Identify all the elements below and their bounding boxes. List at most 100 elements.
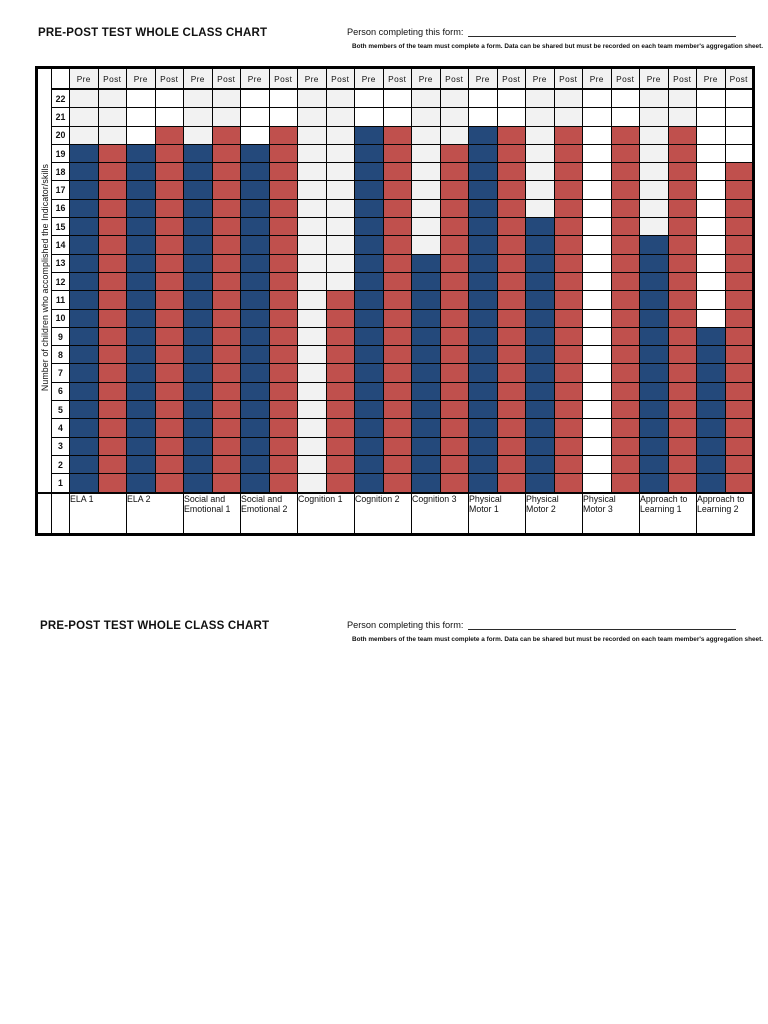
- grid-cell: [696, 180, 726, 200]
- grid-cell: [525, 88, 555, 109]
- grid-cell: [240, 88, 270, 109]
- grid-cell: [525, 290, 555, 310]
- grid-cell: [69, 162, 99, 182]
- grid-cell: [639, 381, 669, 402]
- grid-cell: [724, 271, 754, 292]
- grid-cell: [297, 345, 327, 365]
- grid-cell: [268, 162, 298, 182]
- grid-cell: [439, 418, 469, 438]
- column-header-pre: Pre: [411, 67, 441, 90]
- grid-cell: [154, 88, 184, 109]
- grid-cell: [411, 198, 441, 219]
- grid-cell: [724, 253, 754, 273]
- grid-cell: [667, 473, 697, 494]
- grid-cell: [211, 436, 241, 456]
- grid-cell: [639, 418, 669, 438]
- grid-cell: [154, 326, 184, 347]
- grid-cell: [69, 454, 99, 475]
- form-blank-line: [468, 26, 736, 37]
- row-label: 4: [51, 418, 70, 438]
- grid-cell: [211, 235, 241, 255]
- grid-cell: [496, 473, 526, 494]
- grid-cell: [297, 217, 327, 237]
- grid-cell: [525, 271, 555, 292]
- grid-cell: [382, 271, 412, 292]
- grid-cell: [667, 454, 697, 475]
- grid-cell: [639, 235, 669, 255]
- grid-cell: [325, 180, 355, 200]
- form-completing-row-2: Person completing this form:: [347, 619, 736, 630]
- column-header-post: Post: [439, 67, 469, 90]
- grid-cell: [582, 180, 612, 200]
- grid-cell: [325, 308, 355, 328]
- grid-cell: [724, 88, 754, 109]
- grid-cell: [240, 143, 270, 164]
- grid-cell: [610, 235, 640, 255]
- grid-cell: [154, 473, 184, 494]
- column-header-post: Post: [382, 67, 412, 90]
- grid-cell: [382, 107, 412, 127]
- chart-row: 20: [37, 125, 754, 145]
- grid-cell: [211, 253, 241, 273]
- grid-cell: [553, 381, 583, 402]
- table-header-row: Number of children who accomplished the …: [36, 66, 754, 494]
- grid-cell: [240, 180, 270, 200]
- grid-cell: [610, 363, 640, 383]
- grid-cell: [211, 143, 241, 164]
- grid-cell: [297, 436, 327, 456]
- grid-cell: [439, 253, 469, 273]
- grid-cell: [553, 363, 583, 383]
- column-header-post: Post: [610, 67, 640, 90]
- grid-cell: [439, 125, 469, 145]
- grid-cell: [97, 418, 127, 438]
- grid-cell: [610, 143, 640, 164]
- grid-cell: [724, 418, 754, 438]
- category-label: Cognition 2: [354, 491, 412, 535]
- grid-cell: [667, 326, 697, 347]
- grid-cell: [183, 400, 213, 420]
- grid-cell: [696, 418, 726, 438]
- grid-cell: [667, 400, 697, 420]
- column-header-post: Post: [724, 67, 754, 90]
- grid-cell: [667, 180, 697, 200]
- grid-cell: [639, 345, 669, 365]
- grid-cell: [97, 253, 127, 273]
- grid-cell: [382, 125, 412, 145]
- grid-cell: [525, 363, 555, 383]
- grid-cell: [97, 107, 127, 127]
- grid-cell: [268, 88, 298, 109]
- grid-cell: [354, 436, 384, 456]
- grid-cell: [240, 271, 270, 292]
- grid-cell: [724, 162, 754, 182]
- grid-cell: [411, 107, 441, 127]
- grid-cell: [696, 217, 726, 237]
- grid-cell: [268, 345, 298, 365]
- grid-cell: [553, 180, 583, 200]
- grid-cell: [496, 363, 526, 383]
- grid-cell: [696, 88, 726, 109]
- grid-cell: [183, 125, 213, 145]
- grid-cell: [325, 143, 355, 164]
- grid-cell: [553, 308, 583, 328]
- grid-cell: [183, 473, 213, 494]
- grid-cell: [97, 88, 127, 109]
- grid-cell: [724, 381, 754, 402]
- grid-cell: [582, 271, 612, 292]
- grid-cell: [582, 326, 612, 347]
- y-axis-cell: Number of children who accomplished the …: [36, 66, 52, 494]
- grid-cell: [639, 290, 669, 310]
- grid-cell: [639, 180, 669, 200]
- grid-cell: [582, 162, 612, 182]
- chart-row: 8: [37, 345, 754, 365]
- grid-cell: [69, 235, 99, 255]
- grid-cell: [126, 326, 156, 347]
- grid-cell: [354, 180, 384, 200]
- grid-cell: [69, 143, 99, 164]
- column-header-pre: Pre: [297, 67, 327, 90]
- grid-cell: [268, 125, 298, 145]
- grid-cell: [154, 143, 184, 164]
- grid-cell: [724, 326, 754, 347]
- grid-cell: [496, 345, 526, 365]
- grid-cell: [724, 235, 754, 255]
- grid-cell: [582, 143, 612, 164]
